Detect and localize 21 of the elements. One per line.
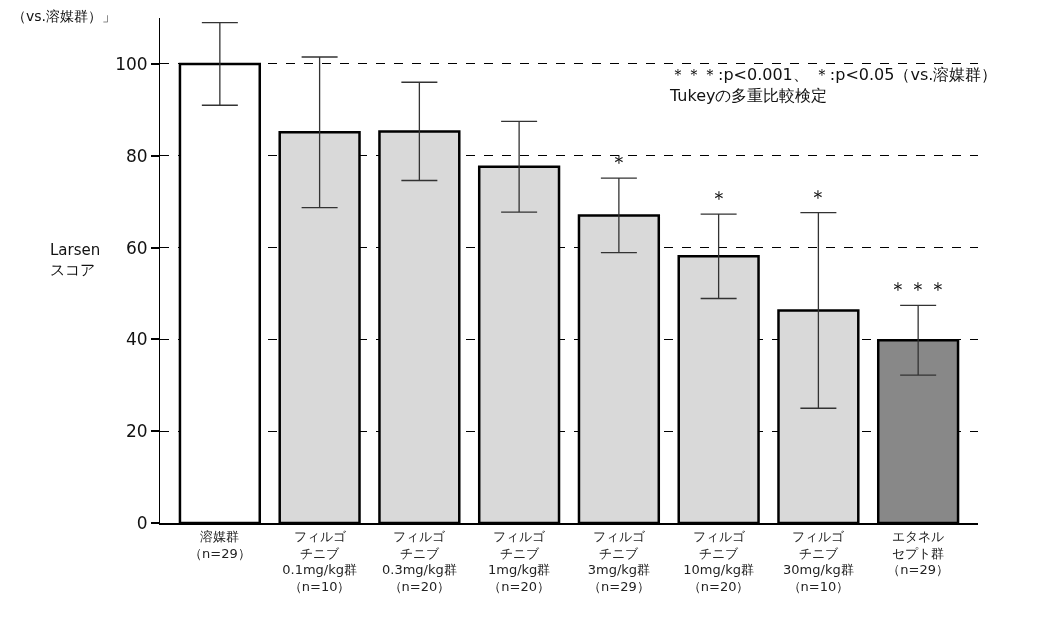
x-tick-label: 溶媒群（n=29） <box>189 528 251 561</box>
annotation: ＊ <box>709 186 729 210</box>
y-tick-label: 0 <box>136 512 148 533</box>
y-axis-title: Larsen スコア <box>50 241 101 279</box>
y-tick-label: 40 <box>125 329 148 350</box>
x-tick-label: フィルゴチニブ30mg/kg群（n=10） <box>783 528 854 595</box>
annotation: ＊＊＊:p<0.001、 ＊:p<0.05（vs.溶媒群） Tukeyの多重比較検定 <box>669 65 998 105</box>
y-tick-label: 60 <box>125 237 148 258</box>
chart-title: （vs.溶媒群）」 <box>12 8 117 24</box>
x-tick-label: フィルゴチニブ3mg/kg群（n=29） <box>587 528 651 595</box>
y-tick-label: 100 <box>115 53 148 74</box>
x-tick-label: フィルゴチニブ1mg/kg群（n=20） <box>487 528 551 595</box>
annotation: ＊ <box>808 185 828 209</box>
x-tick-label: フィルゴチニブ0.3mg/kg群（n=20） <box>381 528 457 595</box>
x-tick-label: フィルゴチニブ0.1mg/kg群（n=10） <box>282 528 357 595</box>
x-tick-label: エタネルセプト群（n=29） <box>887 528 949 578</box>
annotation: ＊ <box>609 150 629 174</box>
x-tick-label: フィルゴチニブ10mg/kg群（n=20） <box>683 528 754 595</box>
y-tick-label: 20 <box>125 421 148 442</box>
annotation: ＊＊＊ <box>888 277 948 301</box>
y-tick-label: 80 <box>125 145 148 166</box>
